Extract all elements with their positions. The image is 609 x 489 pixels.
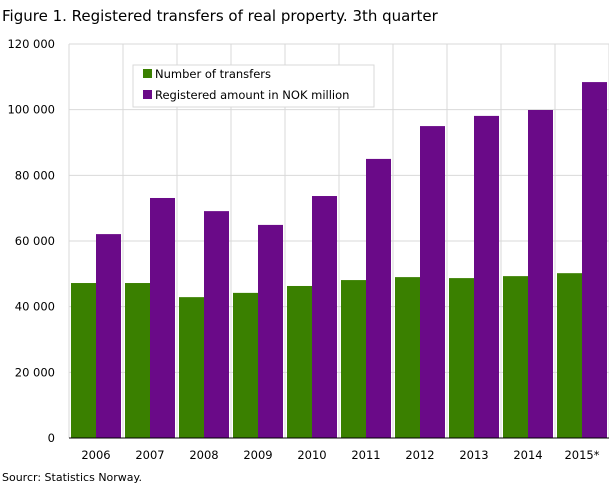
bar-transfers [179,297,204,438]
y-tick-label: 100 000 [7,103,55,117]
bar-transfers [557,273,582,438]
y-tick-label: 60 000 [15,234,55,248]
bar-amount [150,197,175,438]
bar-amount [204,211,229,438]
x-tick-label: 2014 [513,448,542,462]
legend-swatch [143,90,152,99]
y-tick-label: 80 000 [15,168,55,182]
bar-amount [582,82,607,438]
bar-transfers [341,280,366,438]
bar-amount [96,234,121,438]
x-tick-label: 2009 [243,448,272,462]
bar-transfers [449,278,474,438]
bar-transfers [287,285,312,438]
chart-title: Figure 1. Registered transfers of real p… [2,7,438,25]
x-tick-label: 2012 [405,448,434,462]
bar-amount [528,109,553,439]
x-tick-label: 2011 [351,448,380,462]
bar-amount [312,196,337,438]
bar-transfers [125,283,150,438]
bar-transfers [233,292,258,438]
x-tick-label: 2006 [81,448,110,462]
x-tick-label: 2008 [189,448,218,462]
legend-label: Registered amount in NOK million [155,88,349,102]
legend-box [132,64,375,108]
bar-transfers [503,276,528,438]
y-tick-label: 120 000 [7,37,55,51]
bar-amount [474,115,499,438]
bar-amount [258,224,283,438]
legend-label: Number of transfers [155,67,271,81]
bar-transfers [395,277,420,438]
legend-swatch [143,69,152,78]
bar-transfers [71,283,96,438]
y-tick-label: 20 000 [15,365,55,379]
y-tick-label: 40 000 [15,300,55,314]
y-tick-label: 0 [48,431,55,445]
bar-amount [420,126,445,438]
source-note: Sourcr: Statistics Norway. [2,471,142,484]
x-tick-label: 2010 [297,448,326,462]
x-tick-label: 2007 [135,448,164,462]
x-tick-label: 2013 [459,448,488,462]
bar-amount [366,158,391,438]
x-tick-label: 2015* [564,448,599,462]
